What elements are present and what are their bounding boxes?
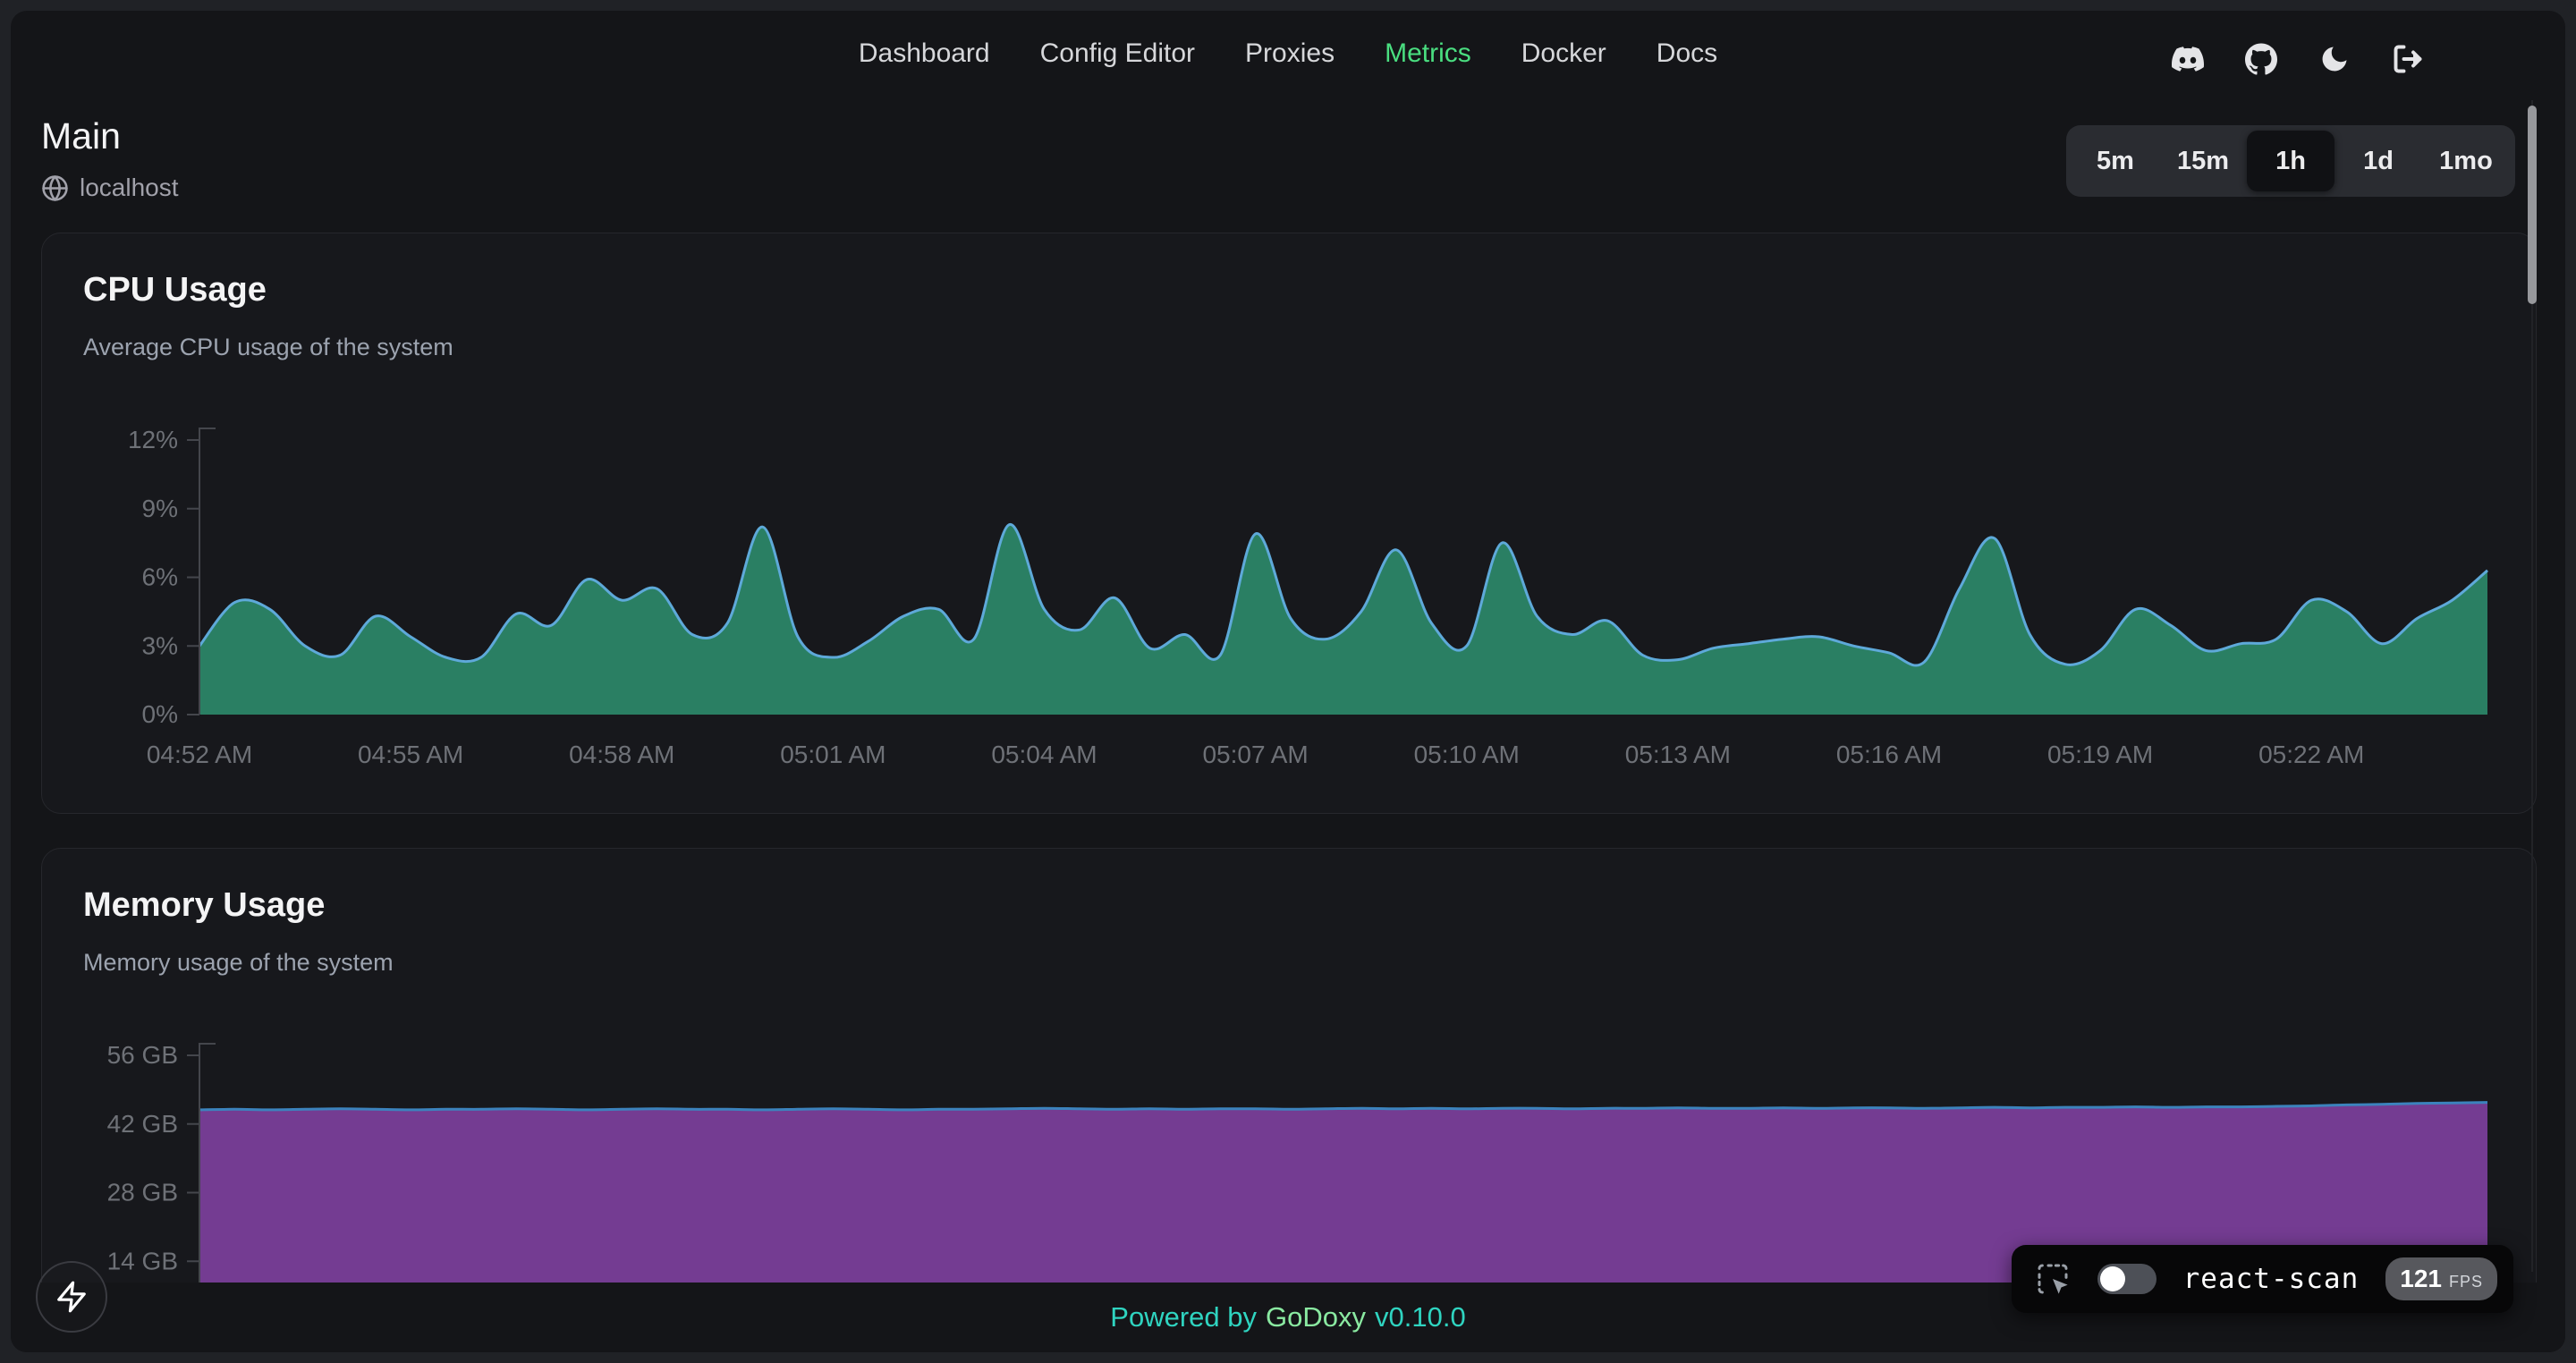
svg-text:05:07 AM: 05:07 AM [1202,741,1308,768]
time-range-1mo[interactable]: 1mo [2439,146,2493,175]
fps-unit: FPS [2448,1273,2483,1291]
host-label: localhost [80,174,179,201]
react-scan-widget: react-scan 121 FPS [2011,1245,2513,1313]
react-scan-label: react-scan [2182,1263,2360,1295]
quick-actions-button[interactable] [36,1261,107,1333]
nav-item-metrics[interactable]: Metrics [1385,38,1471,68]
svg-text:9%: 9% [142,495,178,522]
time-range-1h[interactable]: 1h [2247,131,2334,191]
fps-value: 121 [2400,1265,2442,1292]
cpu-usage-card: CPU Usage Average CPU usage of the syste… [41,233,2537,814]
theme-moon-icon[interactable] [2318,43,2351,75]
scrollbar-thumb[interactable] [2528,106,2537,304]
svg-text:04:55 AM: 04:55 AM [358,741,463,768]
svg-text:04:58 AM: 04:58 AM [569,741,674,768]
toggle-knob [2099,1266,2125,1291]
footer-version: v0.10.0 [1375,1301,1466,1333]
svg-text:05:10 AM: 05:10 AM [1414,741,1520,768]
footer-brand-link[interactable]: GoDoxy [1266,1301,1366,1333]
logout-icon[interactable] [2392,43,2424,75]
svg-text:42 GB: 42 GB [107,1110,178,1138]
header-icon-group [2172,43,2424,75]
svg-text:0%: 0% [142,700,178,728]
svg-text:56 GB: 56 GB [107,1041,178,1069]
svg-text:05:16 AM: 05:16 AM [1836,741,1942,768]
memory-card-title: Memory Usage [83,886,326,924]
time-range-5m[interactable]: 5m [2097,146,2134,175]
svg-text:05:19 AM: 05:19 AM [2047,741,2153,768]
lightning-icon [57,1281,86,1313]
svg-text:6%: 6% [142,563,178,591]
nav-item-proxies[interactable]: Proxies [1245,38,1335,68]
svg-text:12%: 12% [128,426,178,453]
react-scan-toggle[interactable] [2097,1264,2157,1294]
svg-text:04:52 AM: 04:52 AM [147,741,252,768]
globe-icon [42,174,68,201]
svg-text:28 GB: 28 GB [107,1179,178,1206]
svg-text:05:04 AM: 05:04 AM [991,741,1097,768]
top-navigation: Dashboard Config Editor Proxies Metrics … [11,11,2565,97]
nav-item-config-editor[interactable]: Config Editor [1039,38,1196,68]
page-title: Main [41,115,121,157]
inspect-element-icon[interactable] [2035,1261,2071,1297]
svg-text:3%: 3% [142,631,178,659]
discord-icon[interactable] [2172,43,2204,75]
cpu-card-title: CPU Usage [83,271,267,309]
cpu-card-subtitle: Average CPU usage of the system [83,334,453,360]
fps-badge: 121 FPS [2385,1257,2497,1300]
cpu-usage-area-chart: 0% 3% 6% 9% 12% 04:52 AM 04:55 AM 04:58 AM 05:01… [128,426,2488,768]
time-range-selector: 5m 15m 1h 1d 1mo [2066,125,2515,197]
svg-text:05:01 AM: 05:01 AM [780,741,886,768]
memory-card-subtitle: Memory usage of the system [83,949,394,976]
github-icon[interactable] [2245,43,2277,75]
nav-item-docker[interactable]: Docker [1521,38,1606,68]
nav-item-dashboard[interactable]: Dashboard [858,38,990,68]
time-range-15m[interactable]: 15m [2176,146,2230,175]
scrollbar-track [2531,100,2533,1272]
svg-text:05:13 AM: 05:13 AM [1625,741,1731,768]
nav-item-docs[interactable]: Docs [1656,38,1718,68]
svg-text:05:22 AM: 05:22 AM [2258,741,2364,768]
footer-powered-by: Powered by [1110,1301,1258,1333]
host-row: localhost [41,174,179,202]
svg-text:14 GB: 14 GB [107,1247,178,1274]
app-window: Dashboard Config Editor Proxies Metrics … [11,11,2565,1352]
time-range-1d[interactable]: 1d [2363,146,2394,175]
